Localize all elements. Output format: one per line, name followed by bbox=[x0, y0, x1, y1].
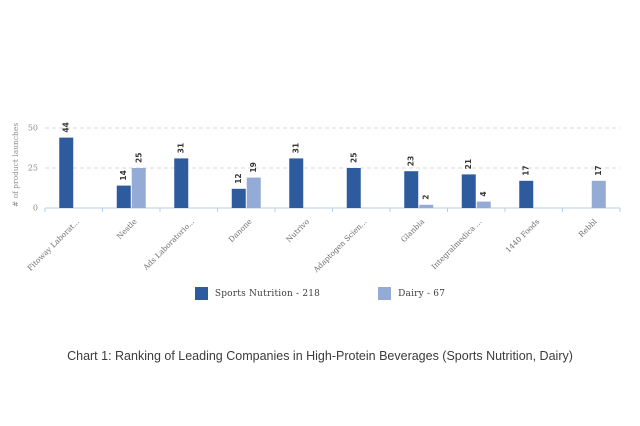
y-tick-label: 25 bbox=[28, 164, 38, 173]
bar-dairy bbox=[246, 177, 261, 208]
x-category-label: Nestle bbox=[115, 217, 139, 241]
y-tick-label: 50 bbox=[28, 124, 38, 133]
legend-item-dairy: Dairy - 67 bbox=[378, 287, 445, 300]
x-category-label: Glanbia bbox=[399, 217, 427, 245]
y-axis-title: # of product launches bbox=[11, 123, 20, 207]
bar-sports-nutrition bbox=[116, 185, 131, 208]
chart-legend: Sports Nutrition - 218 Dairy - 67 bbox=[0, 287, 640, 300]
bar-value-label: 25 bbox=[349, 153, 358, 163]
legend-swatch-dairy bbox=[378, 287, 392, 300]
x-category-label: Fitoway Laborat... bbox=[26, 217, 82, 273]
bar-dairy bbox=[131, 168, 146, 208]
bar-value-label: 25 bbox=[134, 153, 143, 163]
legend-item-sports-nutrition: Sports Nutrition - 218 bbox=[194, 287, 321, 300]
bar-sports-nutrition bbox=[231, 188, 246, 208]
bar-value-label: 4 bbox=[479, 191, 488, 196]
y-tick-label: 0 bbox=[33, 204, 38, 213]
x-category-label: 1440 Foods bbox=[504, 217, 542, 255]
x-category-label: Danone bbox=[227, 217, 254, 244]
bar-value-label: 14 bbox=[119, 170, 128, 180]
legend-swatch-sports-nutrition bbox=[194, 287, 208, 300]
bar-sports-nutrition bbox=[519, 180, 534, 208]
bar-dairy bbox=[476, 201, 491, 208]
legend-label-sports-nutrition: Sports Nutrition - 218 bbox=[214, 288, 321, 299]
bar-dairy bbox=[419, 204, 434, 208]
x-category-label: Ads Laboratorio... bbox=[141, 217, 196, 272]
bar-sports-nutrition bbox=[404, 171, 419, 208]
x-category-label: Rebbl bbox=[577, 217, 599, 239]
x-category-label: Integralmedica ... bbox=[430, 217, 484, 271]
bar-chart: 0 25 50 # of product launches 44 14 31 12 31 25 23… bbox=[11, 122, 621, 275]
bar-sports-nutrition bbox=[289, 158, 304, 208]
bar-value-label: 21 bbox=[464, 159, 473, 169]
bar-sports-nutrition bbox=[461, 174, 476, 208]
bar-sports-nutrition bbox=[59, 137, 74, 208]
bar-value-label: 31 bbox=[292, 143, 301, 153]
bar-sports-nutrition bbox=[346, 168, 361, 208]
bar-dairy bbox=[591, 180, 606, 208]
bar-value-label: 19 bbox=[249, 162, 258, 172]
x-category-label: Adaptogen Scien... bbox=[311, 217, 369, 275]
x-category-label: Nutrivo bbox=[284, 217, 311, 244]
bar-value-label: 2 bbox=[422, 195, 431, 200]
bar-value-label: 31 bbox=[177, 143, 186, 153]
bar-value-label: 17 bbox=[522, 165, 531, 175]
legend-label-dairy: Dairy - 67 bbox=[398, 288, 446, 299]
bar-value-label: 44 bbox=[62, 122, 71, 132]
chart-caption: Chart 1: Ranking of Leading Companies in… bbox=[67, 349, 573, 363]
bar-sports-nutrition bbox=[174, 158, 189, 208]
bar-value-label: 12 bbox=[234, 173, 243, 183]
bar-value-label: 17 bbox=[594, 165, 603, 175]
bar-value-label: 23 bbox=[407, 156, 416, 166]
